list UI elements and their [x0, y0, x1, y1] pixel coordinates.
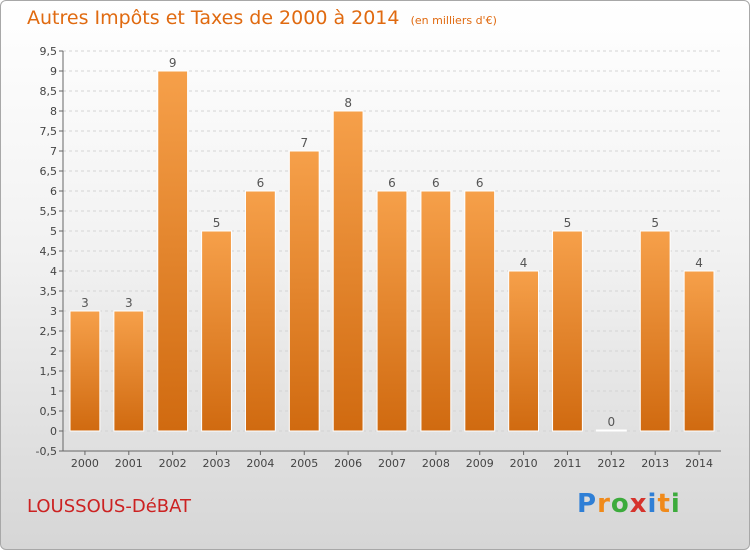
y-tick-label: 0,5	[40, 405, 58, 418]
data-label: 4	[520, 256, 528, 270]
bar	[157, 70, 189, 432]
y-tick-label: 6	[50, 185, 57, 198]
x-tick-label: 2000	[71, 457, 99, 470]
data-label: 3	[125, 296, 133, 310]
bar	[69, 310, 101, 432]
chart-title-text: Autres Impôts et Taxes de 2000 à 2014	[27, 7, 400, 29]
x-tick-label: 2009	[466, 457, 494, 470]
data-label: 8	[344, 96, 352, 110]
y-tick-label: 3,5	[40, 285, 58, 298]
bar	[332, 110, 364, 432]
bar	[288, 150, 320, 432]
y-tick-label: 1	[50, 385, 57, 398]
bar	[113, 310, 145, 432]
y-tick-label: 6,5	[40, 165, 58, 178]
chart-title: Autres Impôts et Taxes de 2000 à 2014 (e…	[27, 7, 497, 29]
bar	[552, 230, 583, 432]
x-tick-label: 2013	[641, 457, 669, 470]
data-label: 5	[651, 216, 659, 230]
data-label: 5	[564, 216, 572, 230]
y-tick-label: 9,5	[40, 45, 58, 58]
y-tick-label: 8,5	[40, 85, 58, 98]
logo-letter: i	[670, 489, 681, 519]
data-label: 6	[388, 176, 396, 190]
logo-letter: i	[647, 489, 658, 519]
bar	[376, 190, 408, 432]
y-tick-label: 7	[50, 145, 57, 158]
data-label: 3	[81, 296, 89, 310]
x-tick-label: 2011	[553, 457, 581, 470]
x-tick-label: 2012	[597, 457, 625, 470]
proxiti-logo: Proxiti	[577, 489, 681, 519]
bar	[244, 190, 276, 432]
data-label: 9	[169, 56, 177, 70]
bar	[464, 190, 496, 432]
x-tick-label: 2014	[685, 457, 713, 470]
y-tick-label: 8	[50, 105, 57, 118]
logo-letter: P	[577, 489, 598, 519]
chart-unit-text: (en milliers d'€)	[410, 14, 497, 27]
bar	[595, 429, 627, 432]
y-tick-label: 5	[50, 225, 57, 238]
y-tick-label: 9	[50, 65, 57, 78]
x-tick-label: 2001	[115, 457, 143, 470]
x-tick-label: 2002	[159, 457, 187, 470]
commune-name: LOUSSOUS-DéBAT	[27, 496, 192, 517]
x-tick-label: 2010	[510, 457, 538, 470]
x-tick-label: 2006	[334, 457, 362, 470]
bar	[420, 190, 452, 432]
bar	[683, 270, 715, 432]
logo-letter: x	[629, 489, 648, 519]
data-label: 4	[695, 256, 703, 270]
y-tick-label: 7,5	[40, 125, 58, 138]
x-tick-label: 2004	[246, 457, 274, 470]
data-label: 7	[300, 136, 308, 150]
x-tick-label: 2003	[203, 457, 231, 470]
y-tick-label: 5,5	[40, 205, 58, 218]
bar	[508, 270, 540, 432]
logo-letter: r	[597, 489, 611, 519]
y-tick-label: 4	[50, 265, 57, 278]
bar	[639, 230, 671, 432]
data-label: 6	[432, 176, 440, 190]
data-label: 6	[257, 176, 265, 190]
x-tick-label: 2008	[422, 457, 450, 470]
data-label: 0	[608, 415, 616, 429]
y-tick-label: 0	[50, 425, 57, 438]
logo-letter: t	[657, 489, 671, 519]
x-tick-label: 2005	[290, 457, 318, 470]
logo-letter: o	[610, 489, 630, 519]
y-tick-label: 1,5	[40, 365, 58, 378]
y-tick-label: 4,5	[40, 245, 58, 258]
bar	[201, 230, 232, 432]
data-label: 6	[476, 176, 484, 190]
y-tick-label: 3	[50, 305, 57, 318]
y-tick-label: 2	[50, 345, 57, 358]
x-tick-label: 2007	[378, 457, 406, 470]
data-label: 5	[213, 216, 221, 230]
y-tick-label: -0,5	[36, 445, 57, 458]
y-tick-label: 2,5	[40, 325, 58, 338]
